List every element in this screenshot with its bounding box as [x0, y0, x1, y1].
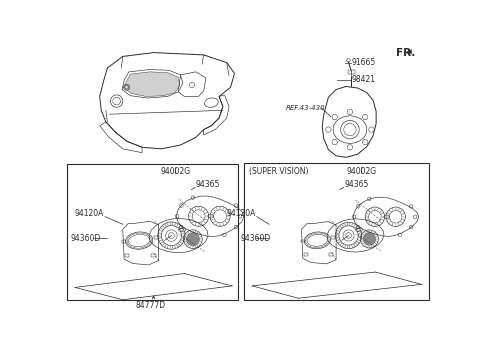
Text: 94120A: 94120A	[75, 209, 104, 218]
Text: REF.43-430: REF.43-430	[286, 105, 325, 111]
Text: 94002G: 94002G	[160, 167, 190, 175]
Bar	[67, 164, 238, 300]
Text: FR.: FR.	[396, 48, 415, 58]
Text: 98421: 98421	[351, 75, 375, 84]
Text: 91665: 91665	[351, 58, 376, 67]
Text: 84777D: 84777D	[135, 301, 166, 310]
Circle shape	[363, 233, 375, 245]
Bar	[244, 163, 429, 300]
Text: 94002G: 94002G	[347, 167, 377, 175]
Text: (SUPER VISION): (SUPER VISION)	[249, 167, 309, 175]
Text: 94360D: 94360D	[71, 234, 101, 243]
Text: 94120A: 94120A	[227, 209, 256, 218]
Polygon shape	[407, 50, 411, 54]
Text: 94365: 94365	[345, 180, 369, 189]
Circle shape	[187, 233, 199, 245]
Text: 94365: 94365	[196, 180, 220, 189]
Text: 94360D: 94360D	[240, 234, 271, 243]
Polygon shape	[123, 72, 180, 96]
